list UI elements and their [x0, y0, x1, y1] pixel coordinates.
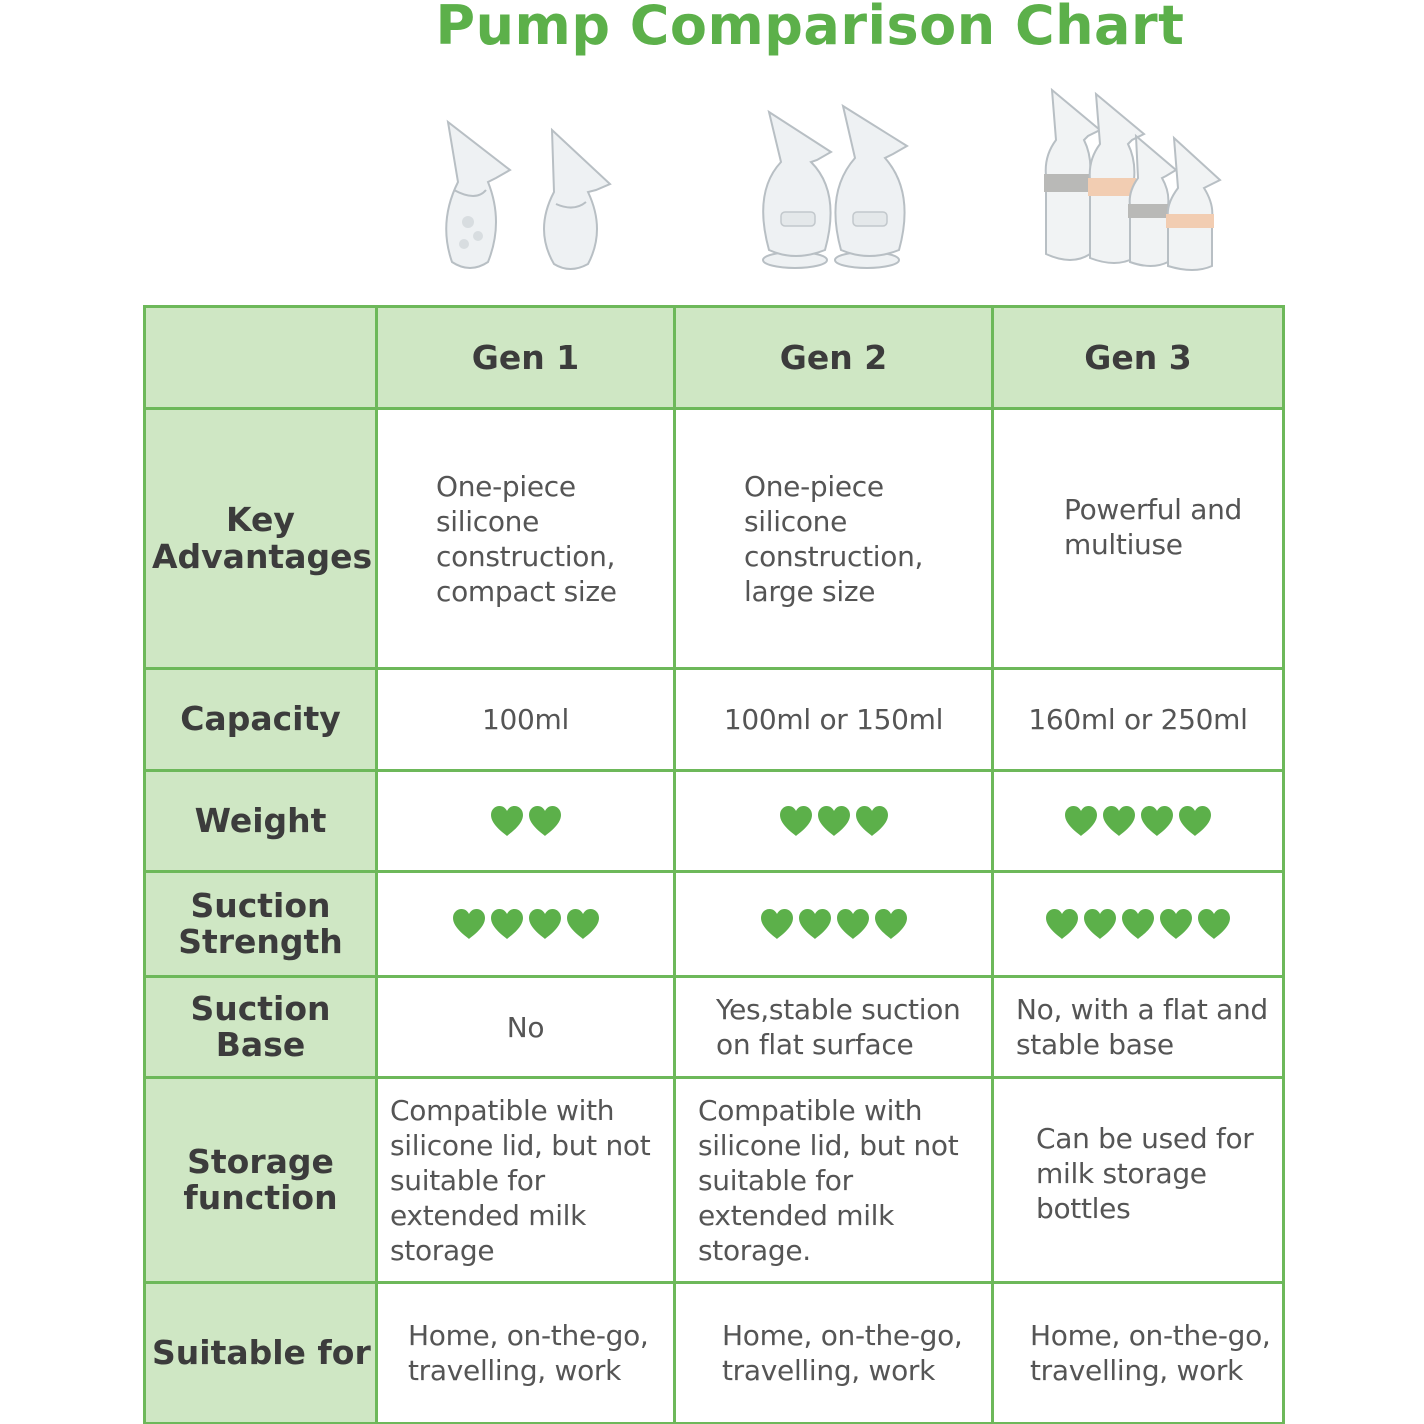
suitable-for-gen1: Home, on-the-go, travelling, work: [375, 1281, 676, 1424]
row-label-suction-strength: Suction Strength: [143, 870, 378, 978]
suction-strength-gen3-hearts: [994, 908, 1282, 940]
heart-icon: [1046, 909, 1078, 939]
heart-icon: [855, 806, 888, 836]
heart-icon: [528, 909, 561, 939]
weight-gen2-hearts: [676, 805, 991, 837]
comparison-table: Gen 1 Gen 2 Gen 3 Key Advantages One-pie…: [143, 305, 1285, 1424]
heart-icon: [1160, 909, 1192, 939]
gen1-product-image: [430, 112, 630, 277]
suction-base-gen2: Yes,stable suction on flat surface: [673, 975, 994, 1079]
weight-gen3: [991, 769, 1285, 873]
heart-icon: [1141, 806, 1173, 836]
header-gen2: Gen 2: [673, 305, 994, 410]
suction-strength-gen1: [375, 870, 676, 978]
key-advantages-gen1: One-piece silicone construction, compact…: [375, 407, 676, 670]
heart-icon: [1179, 806, 1211, 836]
gen3-product-image: [1036, 86, 1226, 276]
capacity-gen2: 100ml or 150ml: [673, 667, 994, 772]
key-advantages-gen2: One-piece silicone construction, large s…: [673, 407, 994, 670]
row-label-storage-function: Storage function: [143, 1076, 378, 1284]
header-gen3: Gen 3: [991, 305, 1285, 410]
suitable-for-gen1-text: Home, on-the-go, travelling, work: [408, 1319, 649, 1387]
header-empty-cell: [143, 305, 378, 410]
weight-gen2: [673, 769, 994, 873]
capacity-gen1: 100ml: [375, 667, 676, 772]
heart-icon: [874, 909, 907, 939]
row-label-key-advantages: Key Advantages: [143, 407, 378, 670]
suction-base-gen3: No, with a flat and stable base: [991, 975, 1285, 1079]
suction-base-gen1: No: [375, 975, 676, 1079]
key-advantages-gen2-text: One-piece silicone construction, large s…: [744, 469, 924, 608]
row-label-weight: Weight: [143, 769, 378, 873]
row-label-capacity: Capacity: [143, 667, 378, 772]
row-label-suction-base: Suction Base: [143, 975, 378, 1079]
table-header-row: Gen 1 Gen 2 Gen 3: [143, 305, 1285, 410]
key-advantages-gen3-text: Powerful and multiuse: [1064, 492, 1243, 561]
row-label-suitable-for: Suitable for: [143, 1281, 378, 1424]
heart-icon: [528, 806, 561, 836]
storage-function-gen3: Can be used for milk storage bottles: [991, 1076, 1285, 1284]
heart-icon: [566, 909, 599, 939]
heart-icon: [836, 909, 869, 939]
heart-icon: [490, 909, 523, 939]
suitable-for-gen3-text: Home, on-the-go, travelling, work: [1030, 1319, 1271, 1387]
table-row: Suction Base No Yes,stable suction on fl…: [143, 975, 1285, 1079]
storage-function-gen1: Compatible with silicone lid, but not su…: [375, 1076, 676, 1284]
heart-icon: [779, 806, 812, 836]
table-row: Key Advantages One-piece silicone constr…: [143, 407, 1285, 670]
heart-icon: [452, 909, 485, 939]
heart-icon: [1084, 909, 1116, 939]
suitable-for-gen2-text: Home, on-the-go, travelling, work: [722, 1319, 963, 1387]
capacity-gen3: 160ml or 250ml: [991, 667, 1285, 772]
table-row: Suitable for Home, on-the-go, travelling…: [143, 1281, 1285, 1424]
key-advantages-gen1-text: One-piece silicone construction, compact…: [436, 469, 617, 608]
page-title: Pump Comparison Chart: [435, 0, 1185, 57]
heart-icon: [817, 806, 850, 836]
heart-icon: [798, 909, 831, 939]
suitable-for-gen2: Home, on-the-go, travelling, work: [673, 1281, 994, 1424]
table-row: Suction Strength: [143, 870, 1285, 978]
weight-gen3-hearts: [994, 805, 1282, 837]
heart-icon: [1065, 806, 1097, 836]
heart-icon: [1122, 909, 1154, 939]
weight-gen1: [375, 769, 676, 873]
storage-function-gen2: Compatible with silicone lid, but not su…: [673, 1076, 994, 1284]
heart-icon: [1198, 909, 1230, 939]
suction-strength-gen2-hearts: [676, 908, 991, 940]
heart-icon: [1103, 806, 1135, 836]
gen2-product-image: [755, 100, 925, 275]
heart-icon: [760, 909, 793, 939]
suction-base-gen3-text: No, with a flat and stable base: [1016, 993, 1268, 1061]
key-advantages-gen3: Powerful and multiuse: [991, 407, 1285, 670]
suitable-for-gen3: Home, on-the-go, travelling, work: [991, 1281, 1285, 1424]
suction-strength-gen3: [991, 870, 1285, 978]
header-gen1: Gen 1: [375, 305, 676, 410]
weight-gen1-hearts: [378, 805, 673, 837]
table-row: Capacity 100ml 100ml or 150ml 160ml or 2…: [143, 667, 1285, 772]
suction-strength-gen1-hearts: [378, 908, 673, 940]
table-row: Storage function Compatible with silicon…: [143, 1076, 1285, 1284]
table-row: Weight: [143, 769, 1285, 873]
suction-base-gen2-text: Yes,stable suction on flat surface: [716, 993, 961, 1061]
suction-strength-gen2: [673, 870, 994, 978]
storage-function-gen3-text: Can be used for milk storage bottles: [1036, 1121, 1254, 1225]
heart-icon: [490, 806, 523, 836]
